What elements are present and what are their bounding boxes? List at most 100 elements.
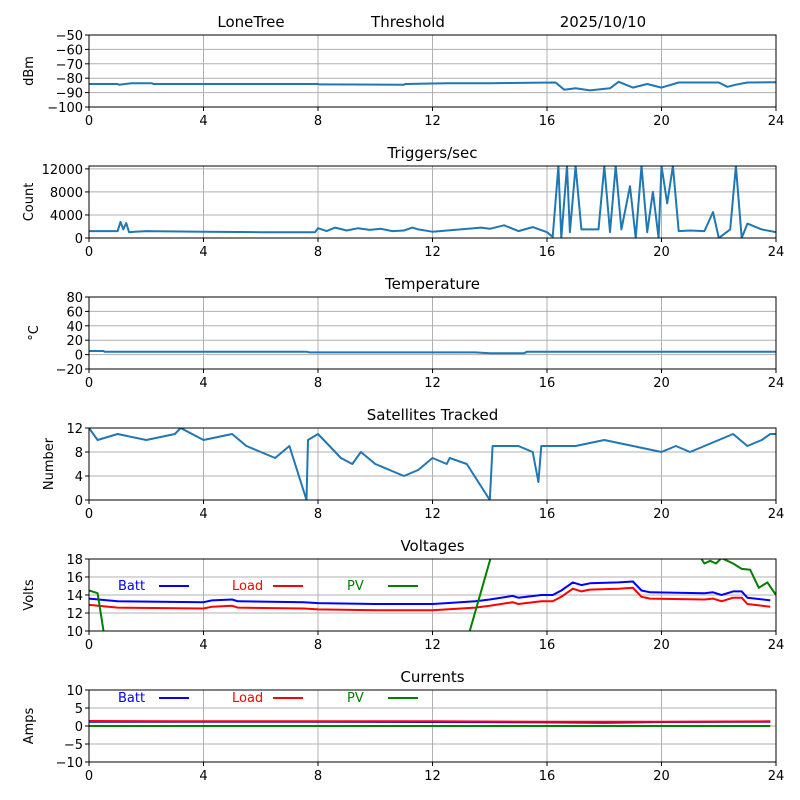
y-tick-label: −50 xyxy=(56,29,83,44)
subplot-title: Temperature xyxy=(384,275,480,293)
x-tick-label: 20 xyxy=(653,376,670,391)
y-tick-label: 80 xyxy=(66,291,83,306)
x-tick-label: 4 xyxy=(199,507,207,522)
axes-frame xyxy=(88,296,777,370)
y-tick-label: 0 xyxy=(75,349,83,364)
series-line-load xyxy=(89,720,771,723)
x-tick-label: 0 xyxy=(85,376,93,391)
legend-label-batt: Batt xyxy=(118,579,145,594)
subplot-4: 0 4 8 12 16 20 24 10 12 14 16 18 Batt Load PV Voltages V… xyxy=(22,537,785,653)
subplot-title: Voltages xyxy=(400,537,464,555)
x-tick-label: 20 xyxy=(653,245,670,260)
header-mode: Threshold xyxy=(370,13,445,31)
x-tick-label: 12 xyxy=(424,507,441,522)
legend-label-load: Load xyxy=(232,691,263,706)
x-tick-label: 24 xyxy=(768,769,785,784)
y-axis-label: Count xyxy=(22,183,37,222)
series-line-load xyxy=(89,586,771,612)
x-tick-label: 16 xyxy=(539,245,556,260)
axes-frame xyxy=(88,689,777,763)
subplot-title: Triggers/sec xyxy=(387,144,478,162)
x-tick-label: 8 xyxy=(314,114,322,129)
x-tick-label: 24 xyxy=(768,114,785,129)
y-tick-label: 4 xyxy=(75,470,83,485)
x-tick-label: 12 xyxy=(424,769,441,784)
x-tick-label: 20 xyxy=(653,507,670,522)
x-tick-label: 16 xyxy=(539,114,556,129)
header-date: 2025/10/10 xyxy=(560,13,646,31)
x-tick-label: 4 xyxy=(199,245,207,260)
x-tick-label: 8 xyxy=(314,245,322,260)
subplot-3: 0 4 8 12 16 20 24 0 4 8 12 Satellites Tracked Number xyxy=(42,406,784,522)
y-tick-label: 0 xyxy=(75,720,83,735)
legend-label-load: Load xyxy=(232,579,263,594)
axes-frame xyxy=(88,558,777,632)
series-line-pv xyxy=(89,559,776,631)
x-tick-label: 0 xyxy=(85,114,93,129)
x-tick-label: 0 xyxy=(85,638,93,653)
y-tick-label: 12000 xyxy=(42,163,83,178)
x-tick-label: 8 xyxy=(314,769,322,784)
y-tick-label: 12 xyxy=(66,422,83,437)
y-axis-label: dBm xyxy=(22,56,37,86)
x-tick-label: 16 xyxy=(539,376,556,391)
axes-frame xyxy=(88,34,777,108)
x-tick-label: 0 xyxy=(85,769,93,784)
y-tick-label: 10 xyxy=(66,684,83,699)
y-tick-label: 60 xyxy=(66,305,83,320)
y-tick-label: 10 xyxy=(66,625,83,640)
y-tick-label: −20 xyxy=(56,363,83,378)
y-tick-label: 8 xyxy=(75,446,83,461)
y-tick-label: −80 xyxy=(56,72,83,87)
x-tick-label: 12 xyxy=(424,376,441,391)
y-tick-label: −5 xyxy=(64,738,83,753)
x-tick-label: 16 xyxy=(539,769,556,784)
legend-label-pv: PV xyxy=(347,579,364,594)
y-tick-label: 16 xyxy=(66,571,83,586)
x-tick-label: 8 xyxy=(314,507,322,522)
y-tick-label: −10 xyxy=(56,756,83,771)
series-line-temperature xyxy=(89,350,776,355)
series-line-batt xyxy=(89,580,771,605)
y-tick-label: −100 xyxy=(47,101,83,116)
subplot-1: 0 4 8 12 16 20 24 0 4000 8000 12000 Triggers/sec Cou… xyxy=(22,144,784,260)
series-line-triggers xyxy=(89,166,776,238)
x-tick-label: 24 xyxy=(768,376,785,391)
x-tick-label: 4 xyxy=(199,638,207,653)
y-tick-label: −60 xyxy=(56,43,83,58)
subplot-title: Currents xyxy=(400,668,464,686)
x-tick-label: 4 xyxy=(199,769,207,784)
legend-label-pv: PV xyxy=(347,691,364,706)
x-tick-label: 0 xyxy=(85,507,93,522)
subplot-0: 0 4 8 12 16 20 24 −100−90−80−70−60−50 dBm xyxy=(22,29,784,129)
y-tick-label: 12 xyxy=(66,607,83,622)
y-axis-label: °C xyxy=(27,325,42,341)
x-tick-label: 24 xyxy=(768,638,785,653)
y-tick-label: 18 xyxy=(66,553,83,568)
y-tick-label: 40 xyxy=(66,320,83,335)
y-tick-label: −70 xyxy=(56,58,83,73)
x-tick-label: 0 xyxy=(85,245,93,260)
x-tick-label: 20 xyxy=(653,114,670,129)
x-tick-label: 4 xyxy=(199,114,207,129)
y-axis-label: Number xyxy=(42,437,57,490)
subplot-title: Satellites Tracked xyxy=(367,406,498,424)
y-tick-label: 0 xyxy=(75,232,83,247)
x-tick-label: 8 xyxy=(314,638,322,653)
x-tick-label: 20 xyxy=(653,769,670,784)
x-tick-label: 24 xyxy=(768,245,785,260)
x-tick-label: 20 xyxy=(653,638,670,653)
y-axis-label: Amps xyxy=(22,707,37,744)
y-tick-label: 5 xyxy=(75,702,83,717)
x-tick-label: 16 xyxy=(539,638,556,653)
series-line-satellites xyxy=(89,428,776,500)
x-tick-label: 12 xyxy=(424,638,441,653)
y-axis-label: Volts xyxy=(22,579,37,611)
x-tick-label: 24 xyxy=(768,507,785,522)
y-tick-label: 14 xyxy=(66,589,83,604)
y-tick-label: 8000 xyxy=(50,186,83,201)
axes-frame xyxy=(88,427,777,501)
series-line-rssi xyxy=(89,80,776,92)
